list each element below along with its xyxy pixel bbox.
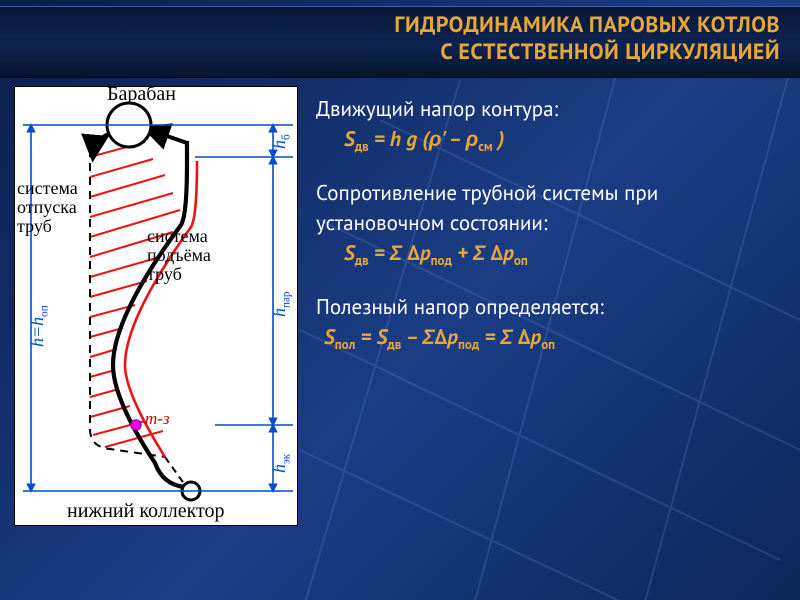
label-down: система отпуска труб <box>17 179 95 236</box>
circulation-diagram: Барабан система отпуска труб система под… <box>14 86 298 526</box>
label-bottom: нижний коллектор <box>67 500 225 523</box>
dim-h-par: hпар <box>269 291 293 317</box>
title-line1: ГИДРОДИНАМИКА ПАРОВЫХ КОТЛОВ <box>394 11 780 39</box>
label-up: система подъёма труб <box>147 227 233 284</box>
text1: Движущий напор контура: <box>316 94 776 124</box>
formula1: Sдв = h g (ρ' – ρсм ) <box>344 124 776 162</box>
body-text: Движущий напор контура: Sдв = h g (ρ' – … <box>316 94 776 377</box>
text2: Сопротивление трубной системы при устано… <box>316 178 776 238</box>
label-drum: Барабан <box>107 83 176 106</box>
text3: Полезный напор определяется: <box>316 292 776 322</box>
dim-h-ek: hэк <box>269 454 293 473</box>
formula3: Sпол = Sдв – ΣΔpпод = Σ Δpоп <box>324 322 776 360</box>
diagram-svg <box>15 87 297 525</box>
dim-h-b: hб <box>269 134 293 149</box>
label-tz: т-з <box>145 409 170 429</box>
title-line2: С ЕСТЕСТВЕННОЙ ЦИРКУЛЯЦИЕЙ <box>440 38 780 66</box>
dim-h-op: h=hоп <box>27 305 51 347</box>
slide-title: ГИДРОДИНАМИКА ПАРОВЫХ КОТЛОВ С ЕСТЕСТВЕН… <box>0 12 780 66</box>
slide: ГИДРОДИНАМИКА ПАРОВЫХ КОТЛОВ С ЕСТЕСТВЕН… <box>0 0 800 600</box>
formula2: Sдв = Σ Δpпод + Σ Δpоп <box>344 238 776 276</box>
